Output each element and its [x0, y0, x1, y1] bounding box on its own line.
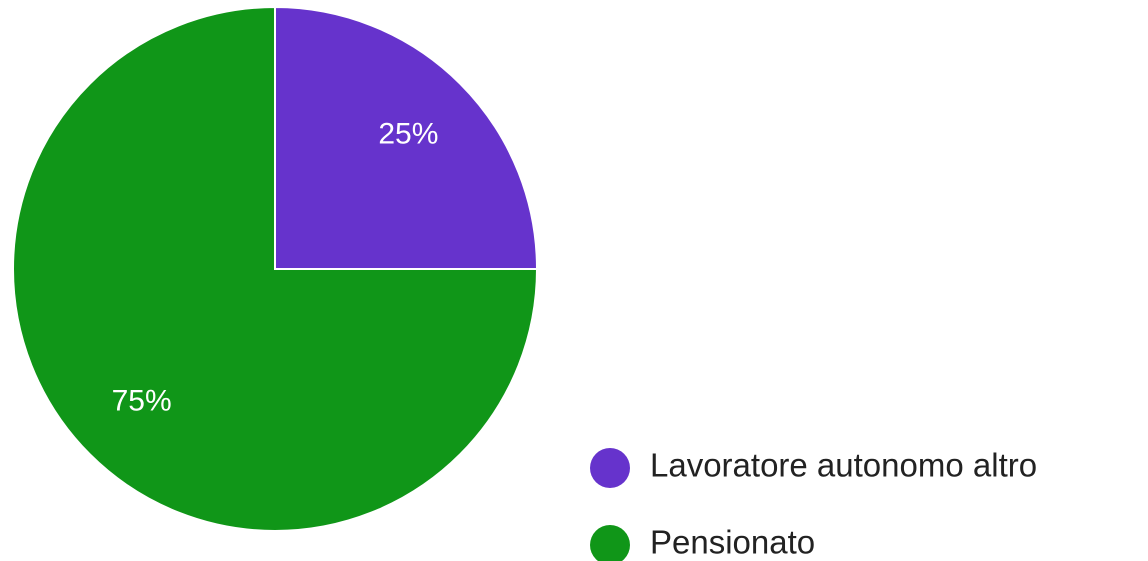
legend-label: Pensionato: [650, 524, 815, 561]
slice-label: 25%: [378, 118, 438, 151]
legend-swatch: [590, 525, 630, 561]
pie-slice: [12, 5, 539, 532]
slice-label: 75%: [112, 384, 172, 417]
legend-label: Lavoratore autonomo altro: [650, 447, 1037, 484]
legend-swatch: [590, 448, 630, 488]
pie-slice: [274, 5, 539, 270]
